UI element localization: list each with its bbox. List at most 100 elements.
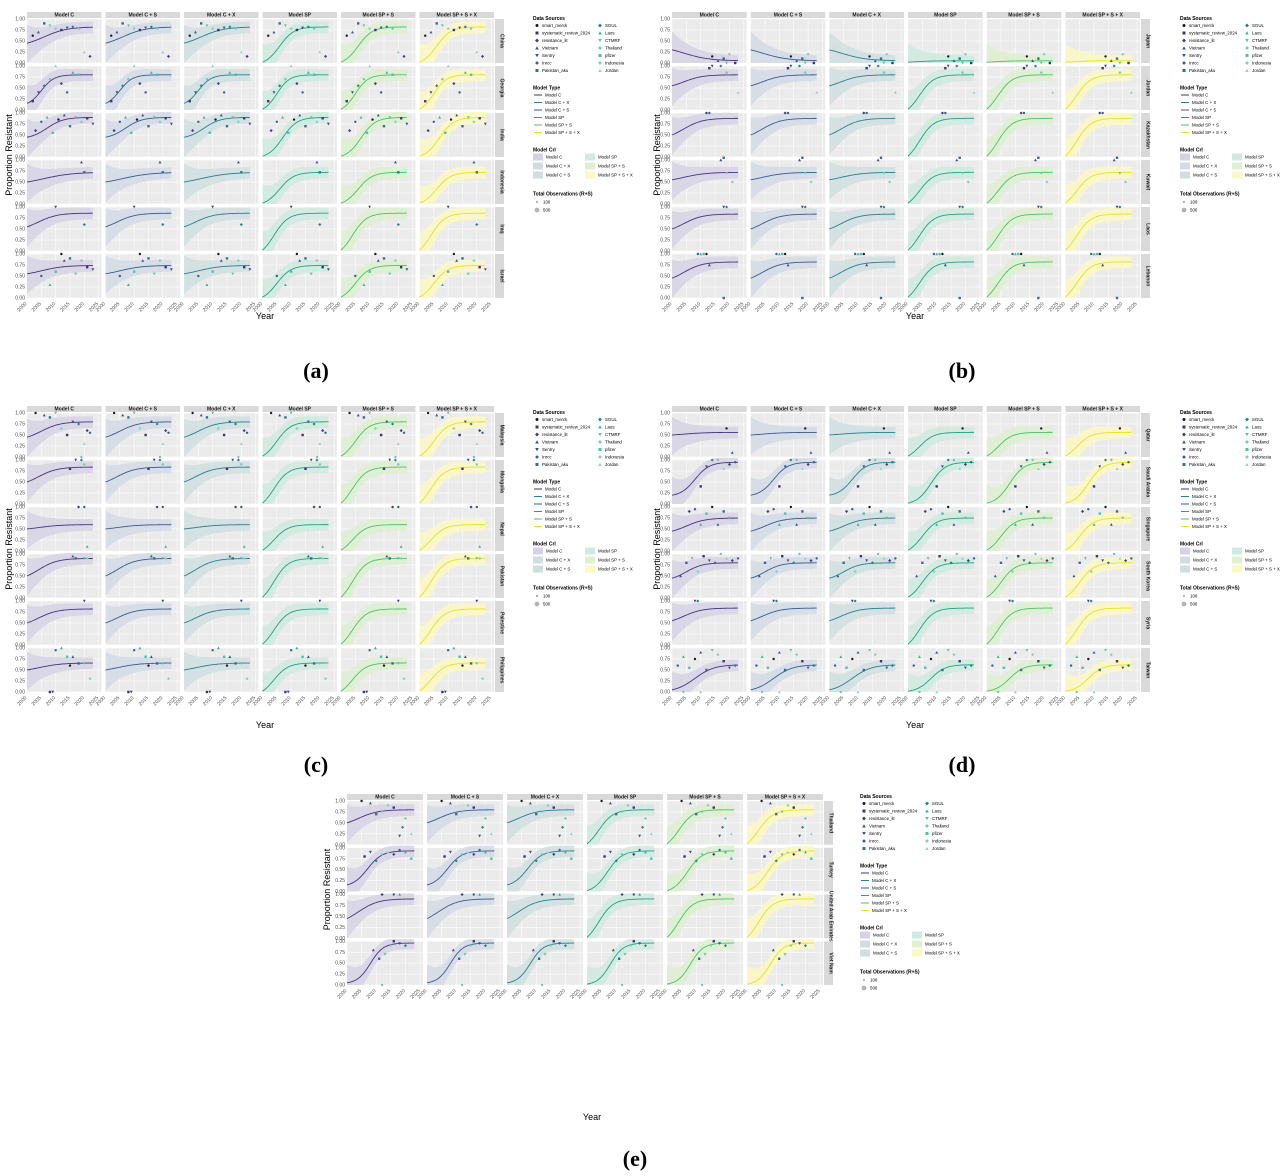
data-point <box>245 677 249 681</box>
data-point <box>144 655 147 658</box>
legend-label: Model SP + S <box>1245 164 1272 169</box>
legend-key-band <box>912 949 922 957</box>
row-strip <box>824 801 833 845</box>
credible-interval-band <box>184 111 250 157</box>
data-point <box>239 599 243 603</box>
model-fit-line <box>419 171 486 204</box>
data-point <box>362 24 366 28</box>
facet <box>671 111 747 158</box>
credible-interval-band <box>184 603 250 644</box>
legend-label: Model SP + S <box>545 123 572 128</box>
y-tick-label: 1.00 <box>15 411 25 417</box>
facet-strip-label: Model SP + S + X <box>1082 407 1123 413</box>
data-point <box>792 561 796 565</box>
facet-strip-label: Model C + X <box>531 795 560 801</box>
data-point <box>1118 61 1122 65</box>
data-point <box>304 467 307 470</box>
data-point <box>699 650 703 654</box>
y-tick-label: 0.75 <box>15 657 25 663</box>
data-point <box>696 599 700 603</box>
y-tick-label: 0.50 <box>335 820 345 826</box>
data-point <box>1028 561 1032 565</box>
data-point <box>867 458 872 462</box>
credible-interval-band <box>262 69 329 110</box>
legend-key-band <box>1232 171 1242 179</box>
legend-label: Model SP <box>872 893 891 898</box>
credible-interval-band <box>184 651 250 691</box>
data-point <box>404 817 407 820</box>
data-point <box>391 27 394 30</box>
legend-key-source <box>535 69 539 72</box>
data-point <box>772 599 776 603</box>
data-point <box>569 832 573 836</box>
legend-key-band <box>585 565 595 573</box>
data-point <box>446 64 450 68</box>
y-tick-label: 0.50 <box>15 86 25 92</box>
data-point <box>373 82 377 86</box>
x-tick-label: 2010 <box>606 988 618 1000</box>
y-tick-label: 0.50 <box>15 668 25 674</box>
data-point <box>865 111 868 115</box>
x-tick-label: 2005 <box>31 301 43 313</box>
data-point <box>535 812 538 816</box>
model-fit-line <box>907 517 975 551</box>
y-tick-label: 0.75 <box>15 563 25 569</box>
facet-strip <box>986 12 1062 18</box>
data-point <box>783 111 787 115</box>
data-point <box>1039 172 1043 175</box>
facet <box>746 939 823 987</box>
model-fit-line <box>105 265 172 275</box>
data-point <box>801 296 804 300</box>
data-point <box>483 944 488 948</box>
data-point <box>608 850 612 854</box>
data-point <box>777 523 781 526</box>
data-point <box>1101 263 1105 267</box>
x-tick-label: 2015 <box>704 695 716 707</box>
x-tick-label: 2020 <box>555 988 567 1000</box>
legend-label: Indonesia <box>1252 61 1272 66</box>
legend-label: Model C <box>545 487 561 492</box>
y-tick-label: 0.50 <box>660 668 670 674</box>
data-point <box>699 690 703 694</box>
legend-label: Vietnam <box>542 440 558 445</box>
legend-label: Model SP + S <box>1245 558 1272 563</box>
data-point <box>480 54 485 58</box>
legend-label: Model C <box>546 549 562 554</box>
data-point <box>603 855 606 858</box>
data-point <box>234 505 238 509</box>
data-point <box>149 71 153 74</box>
data-point <box>710 64 714 68</box>
data-point <box>1042 462 1046 466</box>
legend-key-source <box>598 425 602 429</box>
data-point <box>638 942 642 945</box>
row-strip-label: Viet Nam <box>828 952 834 974</box>
data-point <box>362 690 366 694</box>
data-point <box>396 662 400 665</box>
facet <box>750 252 826 300</box>
data-point <box>706 803 710 807</box>
data-point <box>687 509 691 513</box>
facet-strip <box>667 794 743 800</box>
x-tick-label: 2015 <box>138 301 150 313</box>
y-axis-title: Proportion Resistant <box>652 114 662 196</box>
data-point <box>118 120 122 123</box>
data-point <box>121 22 124 25</box>
data-point <box>772 507 775 511</box>
model-fit-line <box>907 431 975 457</box>
data-point <box>786 111 790 115</box>
data-point <box>991 664 994 667</box>
model-fit-line <box>26 466 93 483</box>
facet <box>907 156 983 205</box>
facet <box>26 411 102 459</box>
y-tick-label: 0.00 <box>335 936 345 942</box>
data-point <box>315 455 319 459</box>
legend-label: Jordan <box>1252 68 1266 73</box>
data-point <box>153 557 156 560</box>
y-tick-label: 0.75 <box>335 856 345 862</box>
facet <box>986 505 1062 552</box>
x-tick-label: 2015 <box>1019 301 1031 313</box>
legend-key-size <box>862 978 866 982</box>
data-point <box>890 664 895 668</box>
data-point <box>868 55 871 58</box>
data-point <box>399 545 403 548</box>
